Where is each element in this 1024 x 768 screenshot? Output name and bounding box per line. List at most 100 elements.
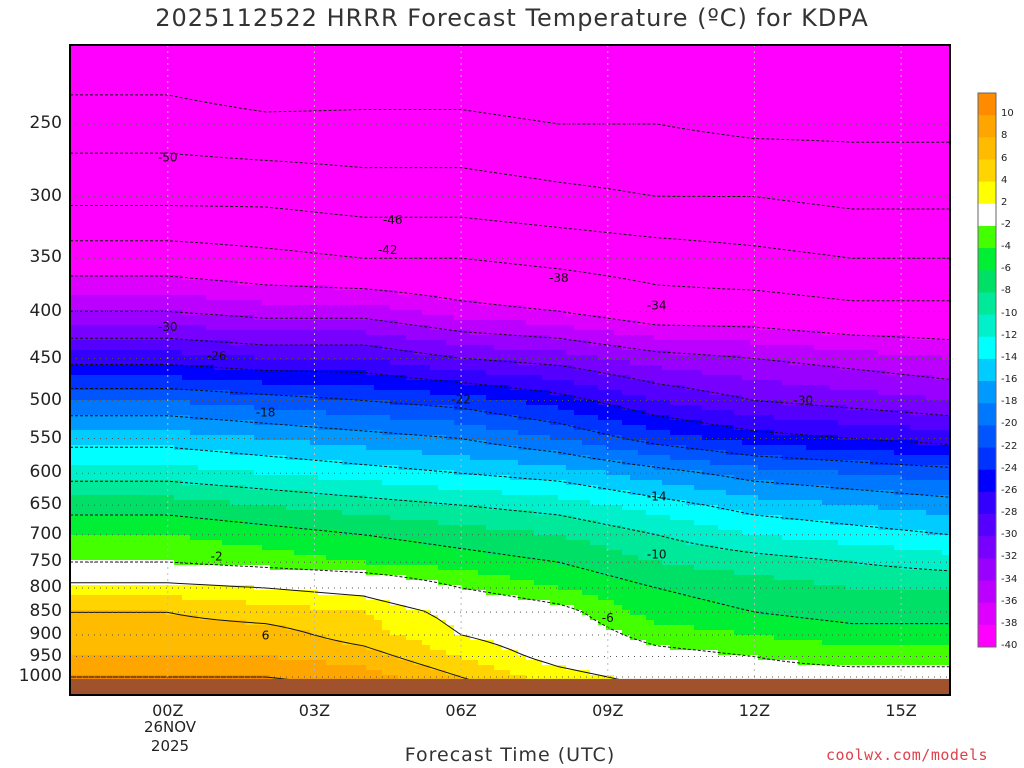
temperature-cell xyxy=(310,570,319,576)
temperature-cell xyxy=(102,630,111,636)
temperature-cell xyxy=(270,250,279,256)
temperature-cell xyxy=(70,585,79,591)
temperature-cell xyxy=(86,275,95,281)
temperature-cell xyxy=(86,155,95,161)
temperature-cell xyxy=(166,585,175,591)
temperature-cell xyxy=(142,425,151,431)
temperature-cell xyxy=(110,435,119,441)
temperature-cell xyxy=(70,115,79,121)
temperature-cell xyxy=(134,290,143,296)
temperature-cell xyxy=(334,70,343,76)
temperature-cell xyxy=(190,410,199,416)
temperature-cell xyxy=(142,360,151,366)
temperature-cell xyxy=(190,70,199,76)
temperature-cell xyxy=(374,65,383,71)
temperature-cell xyxy=(70,45,79,51)
temperature-cell xyxy=(158,575,167,581)
temperature-cell xyxy=(342,385,351,391)
temperature-cell xyxy=(166,465,175,471)
temperature-cell xyxy=(230,570,239,576)
temperature-cell xyxy=(238,570,247,576)
temperature-cell xyxy=(166,320,175,326)
temperature-cell xyxy=(342,310,351,316)
temperature-cell xyxy=(262,145,271,151)
temperature-cell xyxy=(150,600,159,606)
temperature-cell xyxy=(286,645,295,651)
temperature-cell xyxy=(118,245,127,251)
temperature-cell xyxy=(254,290,263,296)
temperature-cell xyxy=(78,130,87,136)
temperature-cell xyxy=(78,355,87,361)
temperature-cell xyxy=(230,440,239,446)
temperature-cell xyxy=(198,125,207,131)
temperature-cell xyxy=(214,285,223,291)
temperature-cell xyxy=(350,520,359,526)
temperature-cell xyxy=(158,670,167,676)
temperature-cell xyxy=(294,430,303,436)
temperature-cell xyxy=(302,635,311,641)
temperature-cell xyxy=(190,600,199,606)
temperature-cell xyxy=(102,105,111,111)
temperature-cell xyxy=(110,665,119,671)
temperature-cell xyxy=(350,480,359,486)
temperature-cell xyxy=(142,210,151,216)
temperature-cell xyxy=(126,175,135,181)
temperature-cell xyxy=(286,435,295,441)
temperature-cell xyxy=(222,495,231,501)
temperature-cell xyxy=(350,550,359,556)
temperature-cell xyxy=(118,240,127,246)
temperature-cell xyxy=(94,570,103,576)
temperature-cell xyxy=(230,610,239,616)
temperature-cell xyxy=(286,290,295,296)
temperature-cell xyxy=(142,365,151,371)
temperature-cell xyxy=(302,510,311,516)
temperature-cell xyxy=(270,390,279,396)
temperature-cell xyxy=(358,645,367,651)
temperature-cell xyxy=(70,560,79,566)
temperature-cell xyxy=(334,180,343,186)
temperature-cell xyxy=(334,245,343,251)
temperature-cell xyxy=(190,245,199,251)
temperature-cell xyxy=(374,70,383,76)
temperature-cell xyxy=(158,200,167,206)
temperature-cell xyxy=(286,120,295,126)
temperature-cell xyxy=(326,85,335,91)
temperature-cell xyxy=(134,630,143,636)
temperature-cell xyxy=(206,75,215,81)
temperature-cell xyxy=(190,255,199,261)
temperature-cell xyxy=(366,215,375,221)
temperature-cell xyxy=(262,580,271,586)
temperature-cell xyxy=(318,545,327,551)
temperature-cell xyxy=(190,605,199,611)
temperature-cell xyxy=(230,415,239,421)
temperature-cell xyxy=(334,160,343,166)
temperature-cell xyxy=(102,290,111,296)
temperature-cell xyxy=(278,130,287,136)
temperature-cell xyxy=(254,565,263,571)
temperature-cell xyxy=(342,605,351,611)
temperature-cell xyxy=(102,55,111,61)
temperature-cell xyxy=(142,205,151,211)
temperature-cell xyxy=(214,500,223,506)
temperature-cell xyxy=(86,615,95,621)
temperature-cell xyxy=(246,510,255,516)
temperature-cell xyxy=(174,175,183,181)
temperature-cell xyxy=(118,400,127,406)
temperature-cell xyxy=(70,655,79,661)
temperature-cell xyxy=(350,95,359,101)
temperature-cell xyxy=(294,580,303,586)
temperature-cell xyxy=(150,635,159,641)
temperature-cell xyxy=(222,125,231,131)
temperature-cell xyxy=(70,315,79,321)
temperature-cell xyxy=(254,340,263,346)
temperature-cell xyxy=(278,515,287,521)
temperature-cell xyxy=(358,195,367,201)
temperature-cell xyxy=(302,620,311,626)
temperature-cell xyxy=(366,150,375,156)
temperature-cell xyxy=(230,50,239,56)
temperature-cell xyxy=(126,205,135,211)
temperature-cell xyxy=(182,330,191,336)
temperature-cell xyxy=(246,45,255,51)
temperature-cell xyxy=(246,175,255,181)
temperature-cell xyxy=(102,370,111,376)
